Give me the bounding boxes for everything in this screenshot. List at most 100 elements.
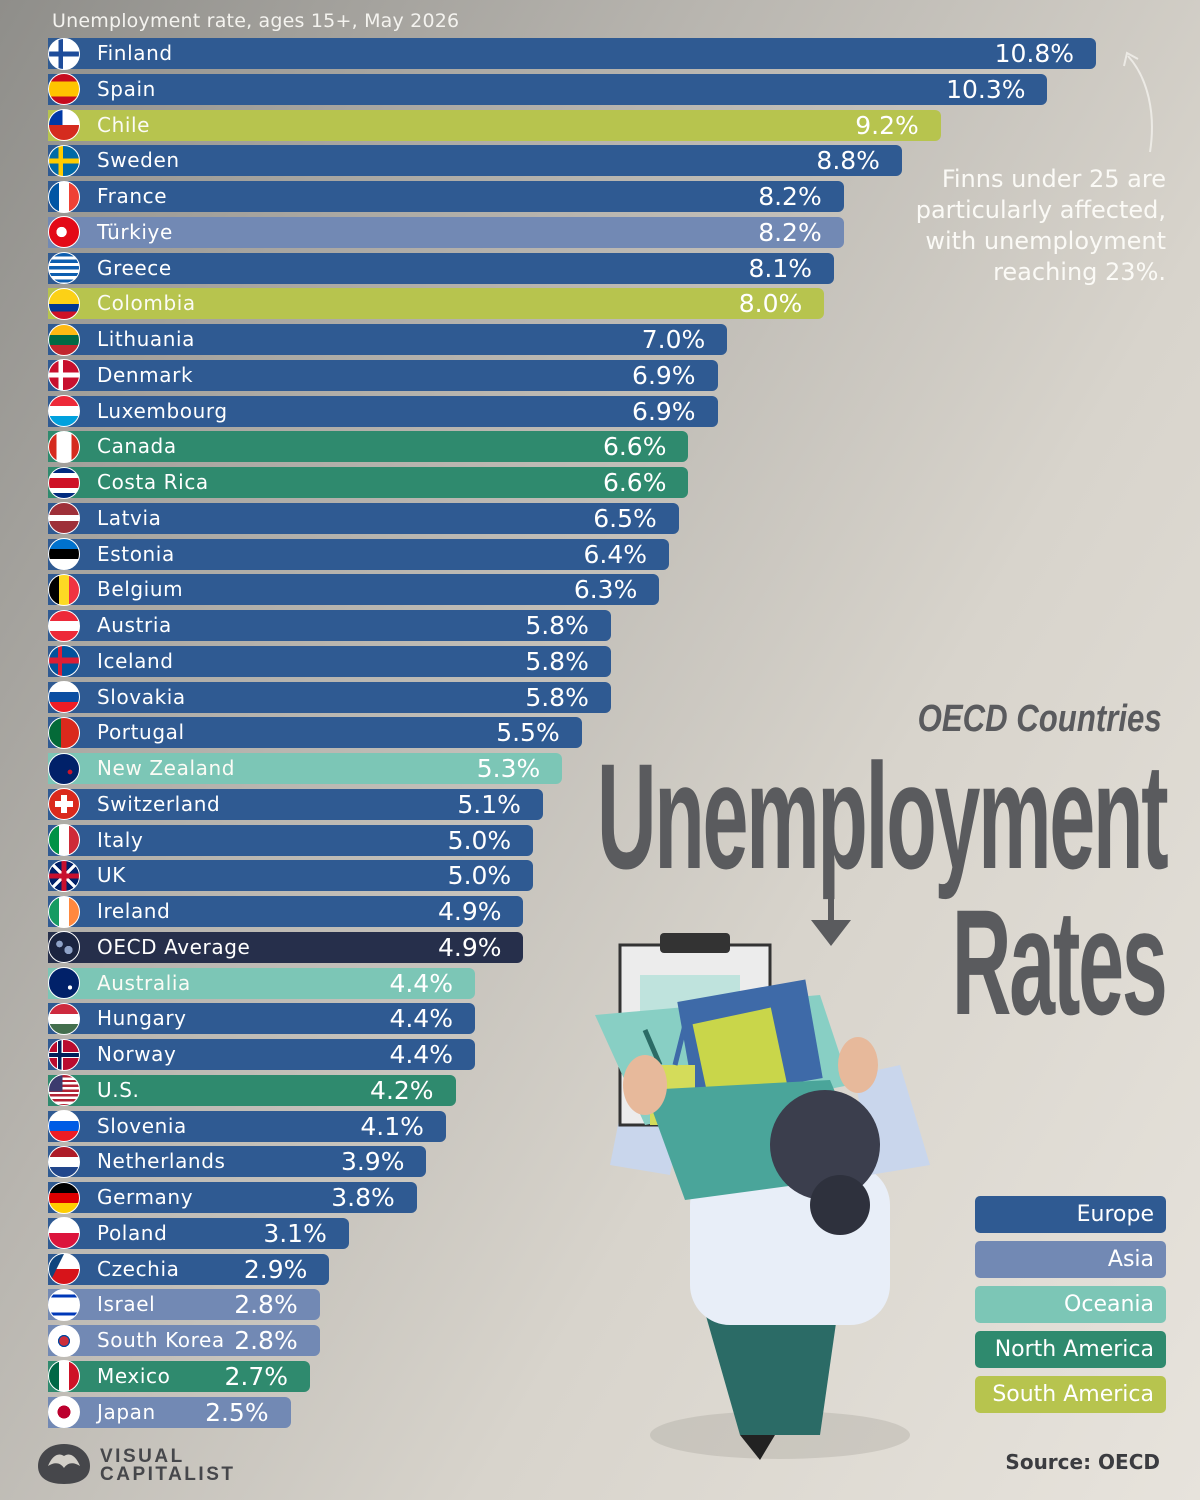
flag-icon (48, 859, 80, 892)
source-note: Source: OECD (1005, 1450, 1160, 1474)
country-label: Mexico (97, 1363, 171, 1388)
country-label: Colombia (97, 291, 196, 316)
down-arrow-icon (811, 868, 851, 946)
flag-icon (48, 73, 80, 106)
bar-mexico (48, 1360, 310, 1392)
value-label: 2.8% (234, 1290, 298, 1320)
flag-icon (48, 716, 80, 749)
value-label: 8.2% (758, 182, 822, 211)
flag-icon (48, 752, 80, 785)
country-label: Chile (97, 112, 151, 137)
country-label: Germany (97, 1185, 194, 1209)
bar-italy (48, 824, 534, 856)
bar-ireland (48, 896, 524, 927)
visual-capitalist-logo-icon (38, 1444, 90, 1484)
country-label: New Zealand (97, 756, 236, 780)
flag-icon (48, 1360, 80, 1393)
flag-icon (48, 466, 80, 499)
bar-latvia (48, 502, 679, 534)
flag-icon (48, 824, 80, 856)
bar-estonia (48, 538, 670, 570)
value-label: 6.9% (632, 360, 696, 390)
value-label: 2.8% (234, 1326, 298, 1355)
value-label: 2.5% (205, 1397, 269, 1427)
country-label: Costa Rica (97, 470, 209, 494)
flag-icon (48, 502, 80, 535)
title-line-1: Unemployment (596, 732, 1168, 900)
value-label: 10.3% (946, 74, 1026, 104)
chart-subtitle: Unemployment rate, ages 15+, May 2026 (52, 10, 460, 32)
flag-icon (48, 1038, 80, 1071)
value-label: 6.4% (583, 539, 648, 569)
legend-item-europe: Europe (975, 1196, 1166, 1233)
legend-item-oceania: Oceania (975, 1286, 1166, 1323)
country-label: Sweden (97, 148, 180, 173)
bar-slovenia (48, 1110, 446, 1142)
country-label: Poland (97, 1220, 168, 1245)
flag-icon (48, 538, 80, 570)
bar-new-zealand (48, 753, 563, 784)
bar-colombia (48, 288, 825, 320)
bar-australia (48, 967, 475, 999)
country-label: Norway (97, 1042, 177, 1066)
bar-israel (48, 1289, 320, 1321)
country-label: Iceland (97, 648, 174, 673)
value-label: 6.6% (602, 432, 667, 462)
country-label: Spain (97, 76, 156, 101)
flag-icon (48, 788, 80, 821)
country-label: U.S. (97, 1077, 140, 1102)
value-label: 3.1% (263, 1218, 327, 1248)
country-label: Luxembourg (97, 398, 228, 423)
country-label: France (97, 184, 168, 208)
bar-lithuania (48, 324, 728, 355)
bar-switzerland (48, 788, 543, 820)
value-label: 5.0% (447, 861, 512, 891)
bar-denmark (48, 359, 718, 391)
country-label: Canada (97, 434, 177, 459)
country-label: Israel (97, 1292, 156, 1317)
bar-poland (48, 1217, 349, 1249)
bar-oecd-average (48, 931, 524, 963)
bar-chile (48, 109, 941, 141)
country-label: Czechia (97, 1256, 180, 1281)
bar-austria (48, 610, 611, 641)
flag-icon (48, 430, 80, 463)
legend: Europe Asia Oceania North America South Amer… (975, 1196, 1166, 1421)
country-label: OECD Average (97, 934, 251, 959)
flag-icon (48, 216, 80, 249)
country-label: Austria (97, 613, 172, 637)
country-label: Switzerland (97, 791, 221, 816)
flag-icon (48, 1324, 80, 1357)
bar-portugal (48, 717, 582, 749)
value-label: 6.3% (573, 575, 638, 605)
bar-t-rkiye (48, 216, 844, 248)
value-label: 4.4% (389, 1004, 453, 1034)
country-label: South Korea (97, 1328, 225, 1352)
value-label: 4.4% (389, 968, 453, 998)
flag-icon (48, 1145, 80, 1178)
bar-luxembourg (48, 395, 718, 427)
flag-icon (48, 895, 80, 928)
flag-icon (48, 573, 80, 606)
country-label: Estonia (97, 541, 175, 566)
flag-icon (48, 359, 80, 392)
flag-icon (48, 1002, 80, 1035)
country-label: Greece (97, 255, 172, 280)
bar-czechia (48, 1253, 330, 1285)
flag-icon (48, 395, 80, 427)
value-label: 9.2% (855, 110, 919, 140)
country-label: Hungary (97, 1006, 187, 1031)
flag-icon (48, 1396, 80, 1428)
flag-icon (48, 287, 80, 320)
flag-icon (48, 967, 80, 999)
flag-icon (48, 252, 80, 284)
brand-line-2: CAPITALIST (100, 1464, 236, 1485)
value-label: 5.1% (457, 789, 521, 819)
value-label: 4.9% (437, 897, 502, 926)
flag-icon (48, 1288, 80, 1321)
value-label: 2.7% (224, 1361, 288, 1391)
value-label: 8.8% (816, 146, 880, 176)
country-label: Ireland (97, 899, 171, 923)
bar-sweden (48, 145, 902, 177)
legend-item-north-america: North America (975, 1331, 1166, 1368)
